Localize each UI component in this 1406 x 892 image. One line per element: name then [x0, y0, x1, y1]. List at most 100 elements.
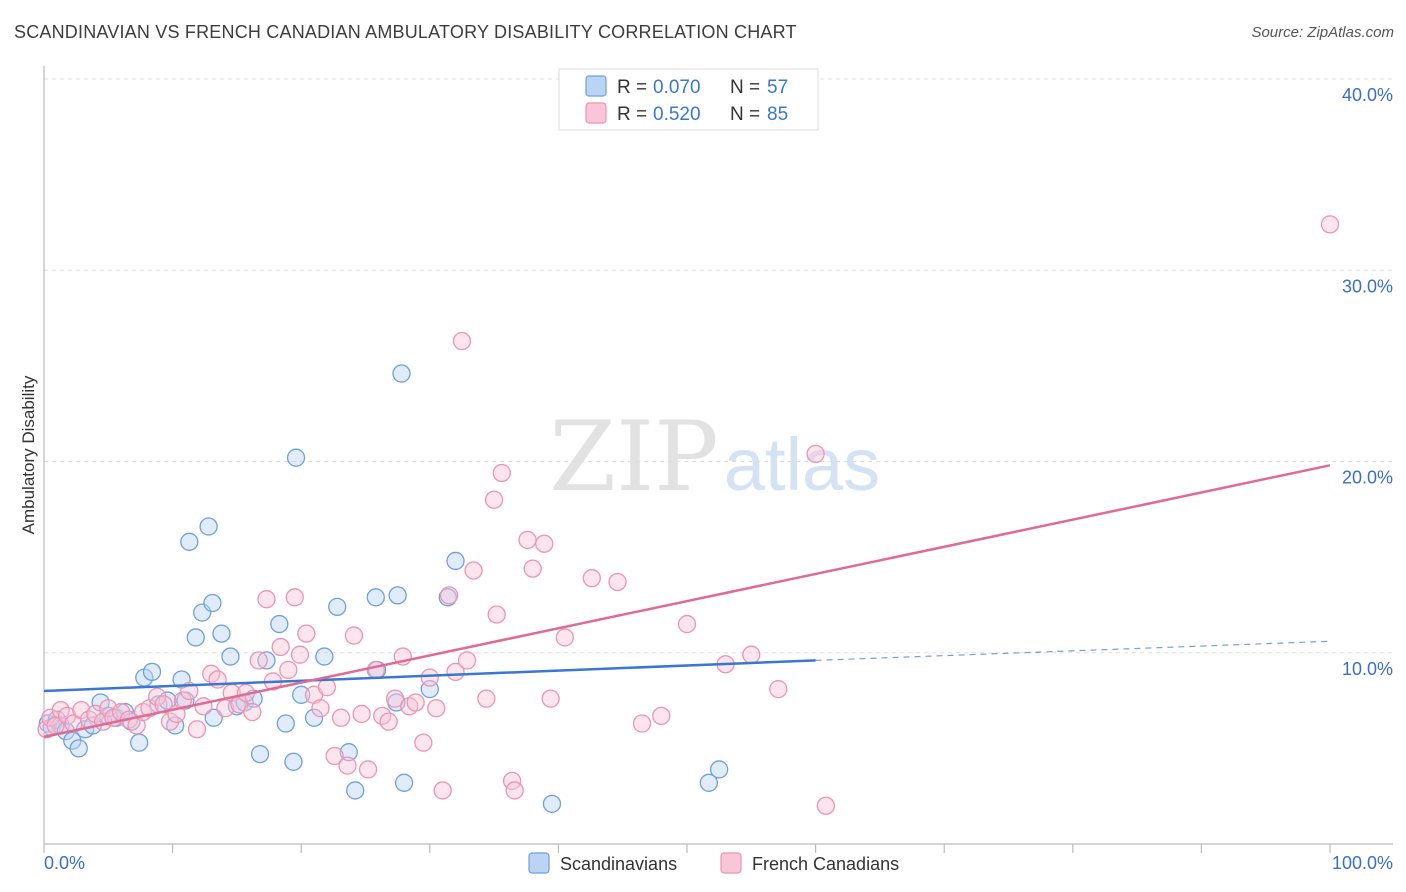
french-canadians-point	[385, 689, 405, 708]
french-canadians-point	[297, 624, 316, 643]
french-canadians-point	[677, 614, 697, 634]
series-legend-label-french-canadians: French Canadians	[752, 854, 899, 874]
scandinavians-point	[394, 773, 414, 792]
scandinavians-point	[270, 614, 289, 634]
french-canadians-point	[290, 645, 310, 664]
scandinavians-point	[328, 597, 347, 616]
scandinavians-point	[180, 532, 199, 551]
scandinavians-point	[276, 714, 295, 733]
french-canadians-point	[279, 660, 298, 680]
french-canadians-point	[72, 700, 91, 720]
french-canadians-point	[311, 699, 330, 718]
legend-r-label-blue: R =	[617, 77, 647, 98]
scandinavians-point	[366, 588, 385, 607]
french-canadians-point	[505, 781, 524, 800]
french-canadians-point	[492, 463, 511, 483]
scandinavians-point	[339, 743, 358, 762]
french-canadians-point	[194, 697, 213, 716]
scandinavians-point	[69, 739, 88, 758]
french-canadians-point	[477, 689, 496, 708]
scandinavians-points	[38, 364, 729, 813]
french-canadians-point	[439, 586, 459, 605]
french-canadians-point	[523, 559, 542, 578]
scandinavians-point	[186, 628, 205, 647]
scandinavians-point	[142, 662, 162, 682]
legend-swatch-blue	[585, 75, 607, 97]
scandinavians-point	[221, 647, 240, 666]
french-canadians-point	[414, 733, 433, 752]
legend-n-value-blue: 57	[767, 77, 788, 98]
scandinavians-point	[212, 624, 231, 643]
scandinavians-point	[203, 593, 222, 613]
legend-n-value-pink: 85	[767, 104, 788, 125]
french-canadians-point	[464, 561, 483, 580]
legend-n-label-blue: N =	[730, 77, 760, 98]
watermark-zip: ZIP	[549, 401, 718, 513]
french-canadians-point	[582, 569, 601, 588]
scandinavians-point	[292, 685, 311, 704]
french-canadians-point	[487, 605, 506, 624]
trend-lines	[43, 464, 1331, 739]
legend-swatch-pink	[585, 102, 607, 124]
legend-n-label-pink: N =	[730, 104, 760, 125]
x-tick-label-max: 100.0%	[1332, 853, 1393, 873]
watermark: ZIP atlas	[549, 401, 880, 513]
legend-r-value-blue: 0.070	[653, 77, 701, 98]
scandinavians-point	[710, 760, 729, 779]
french-canadians-point	[484, 490, 504, 509]
french-canadians-point	[331, 708, 351, 727]
scandinavians-point	[286, 448, 306, 467]
y-tick-label: 30.0%	[1342, 276, 1393, 296]
french-canadians-points	[37, 215, 1340, 815]
legend-r-value-pink: 0.520	[653, 104, 701, 125]
french-canadians-point	[652, 706, 671, 726]
french-canadians-point	[433, 781, 452, 800]
scandinavians-point	[446, 551, 465, 571]
french-canadians-point	[366, 660, 385, 680]
scandinavians-point	[392, 364, 411, 383]
french-canadians-point	[379, 712, 398, 731]
french-canadians-point	[358, 760, 378, 779]
x-tick-label-min: 0.0%	[44, 853, 85, 873]
french-canadians-point	[325, 746, 344, 766]
scandinavians-trend-extension	[815, 640, 1331, 661]
axes	[43, 66, 1393, 853]
french-canadians-point	[541, 689, 560, 708]
french-canadians-point	[535, 534, 554, 553]
french-canadians-point	[769, 679, 788, 699]
french-canadians-point	[555, 628, 574, 647]
french-canadians-point	[285, 588, 304, 607]
y-tick-label: 20.0%	[1342, 468, 1393, 488]
french-canadians-point	[452, 331, 472, 351]
french-canadians-point	[173, 691, 193, 710]
series-legend-swatch-french-canadians	[720, 852, 742, 874]
legend-r-label-pink: R =	[617, 104, 647, 125]
scandinavians-point	[130, 733, 149, 752]
y-tick-label: 40.0%	[1342, 85, 1393, 105]
french-canadians-point	[1320, 215, 1340, 234]
french-canadians-point	[427, 699, 446, 718]
scandinavians-point	[542, 794, 562, 813]
french-canadians-point	[338, 756, 357, 775]
french-canadians-trend-line	[43, 464, 1331, 739]
french-canadians-point	[816, 796, 836, 815]
scandinavians-point	[388, 586, 407, 605]
scandinavians-point	[284, 752, 303, 771]
french-canadians-point	[257, 590, 276, 609]
series-legend: Scandinavians French Canadians	[528, 852, 899, 874]
series-legend-swatch-scandinavians	[528, 852, 550, 874]
french-canadians-point	[608, 572, 627, 592]
french-canadians-point	[406, 693, 425, 712]
scandinavians-point	[257, 651, 276, 670]
stats-legend: R = 0.070 N = 57 R = 0.520 N = 85	[558, 68, 819, 131]
french-canadians-point	[187, 720, 207, 739]
chart-title: SCANDINAVIAN VS FRENCH CANADIAN AMBULATO…	[14, 22, 797, 42]
french-canadians-point	[352, 704, 371, 724]
french-canadians-point	[742, 645, 761, 664]
french-canadians-point	[243, 702, 262, 722]
french-canadians-point	[249, 651, 268, 670]
y-tick-label: 10.0%	[1342, 659, 1393, 679]
french-canadians-point	[518, 530, 537, 550]
french-canadians-point	[457, 651, 477, 670]
french-canadians-point	[37, 720, 56, 739]
